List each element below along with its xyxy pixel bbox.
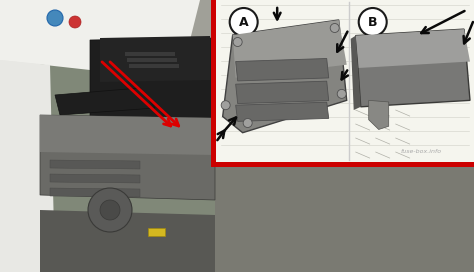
Polygon shape	[100, 36, 210, 82]
Polygon shape	[369, 100, 389, 129]
Polygon shape	[223, 20, 346, 133]
Polygon shape	[40, 115, 215, 155]
Circle shape	[230, 8, 258, 36]
Polygon shape	[236, 102, 328, 121]
Polygon shape	[40, 45, 215, 272]
Polygon shape	[125, 52, 175, 56]
Circle shape	[221, 101, 230, 110]
Circle shape	[100, 200, 120, 220]
Circle shape	[88, 188, 132, 232]
Text: B: B	[368, 16, 377, 29]
Polygon shape	[90, 38, 215, 135]
Polygon shape	[50, 188, 140, 197]
Polygon shape	[50, 160, 140, 169]
Polygon shape	[129, 64, 179, 68]
Polygon shape	[50, 174, 140, 183]
Polygon shape	[236, 81, 328, 104]
Circle shape	[330, 23, 339, 32]
Polygon shape	[233, 20, 346, 78]
Text: A: A	[239, 16, 248, 29]
Circle shape	[69, 16, 81, 28]
Circle shape	[233, 38, 242, 47]
Polygon shape	[40, 210, 215, 272]
Text: fuse-box.info: fuse-box.info	[401, 149, 442, 154]
Circle shape	[243, 119, 252, 128]
Polygon shape	[0, 0, 474, 95]
Polygon shape	[0, 60, 55, 272]
Polygon shape	[210, 0, 474, 167]
Polygon shape	[216, 0, 474, 162]
Circle shape	[337, 89, 346, 98]
Polygon shape	[148, 228, 165, 236]
Polygon shape	[55, 88, 155, 115]
Polygon shape	[356, 29, 470, 107]
Circle shape	[47, 10, 63, 26]
Polygon shape	[0, 0, 200, 80]
Polygon shape	[236, 58, 328, 81]
Polygon shape	[356, 29, 470, 68]
Polygon shape	[40, 115, 215, 200]
Polygon shape	[351, 36, 361, 110]
Polygon shape	[127, 58, 177, 62]
Polygon shape	[0, 0, 40, 272]
Circle shape	[359, 8, 387, 36]
